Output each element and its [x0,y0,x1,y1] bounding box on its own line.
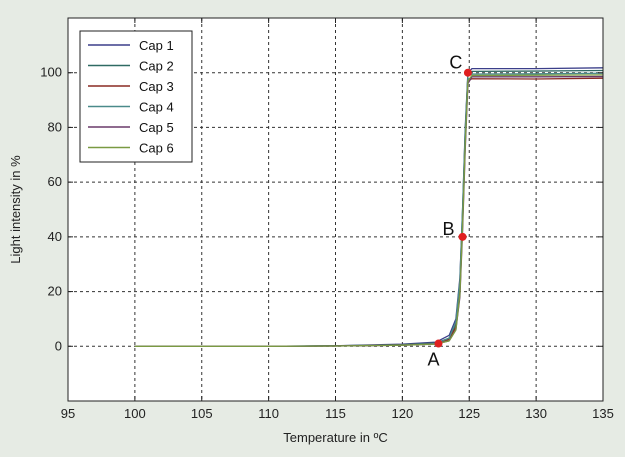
x-tick-label: 105 [191,406,213,421]
annotation-label-a: A [427,350,439,370]
y-tick-label: 60 [48,174,62,189]
legend-item: Cap 6 [88,141,174,156]
annotations: A B C [427,53,472,370]
legend-item: Cap 1 [88,38,174,53]
y-tick-label: 0 [55,338,62,353]
x-tick-label: 135 [592,406,614,421]
x-tick-label: 100 [124,406,146,421]
point-marker-c [463,68,472,77]
legend-label: Cap 2 [139,59,174,74]
legend-item: Cap 2 [88,59,174,74]
y-axis-label: Light intensity in % [8,155,23,264]
legend-label: Cap 6 [139,141,174,156]
legend-label: Cap 5 [139,120,174,135]
legend-box [79,30,193,163]
grid [68,18,603,401]
legend-item: Cap 5 [88,120,174,135]
annotation-label-b: B [443,219,455,239]
x-axis-label: Temperature in ºC [283,430,387,445]
tick-marks: 95 100 105 110 115 120 125 130 135 0 20 40 60 80 100 [40,18,614,421]
y-tick-label: 100 [40,65,62,80]
legend-label: Cap 1 [139,38,174,53]
y-tick-label: 40 [48,229,62,244]
legend-label: Cap 4 [139,100,174,115]
legend-item: Cap 4 [88,100,174,115]
x-tick-label: 115 [325,406,346,421]
y-tick-label: 80 [48,119,62,134]
x-tick-label: 95 [61,406,75,421]
legend-label: Cap 3 [139,79,174,94]
legend: Cap 1 Cap 2 Cap 3 Cap 4 Cap 5 Cap 6 [79,30,193,163]
x-tick-label: 120 [392,406,414,421]
y-tick-label: 20 [48,284,62,299]
annotation-label-c: C [449,53,462,73]
x-tick-label: 110 [258,406,279,421]
x-tick-label: 130 [525,406,547,421]
series-line-6 [134,74,604,347]
point-marker-b [458,232,467,241]
x-tick-label: 125 [458,406,480,421]
point-marker-a [434,339,443,348]
legend-item: Cap 3 [88,79,174,94]
